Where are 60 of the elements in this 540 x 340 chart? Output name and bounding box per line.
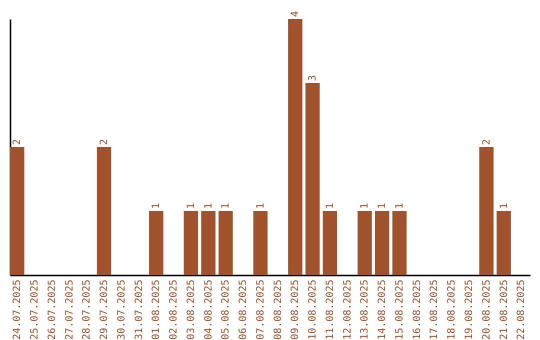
data-label: 1 — [151, 202, 162, 209]
data-label: 1 — [186, 202, 197, 209]
bar — [201, 211, 216, 275]
x-tick-label: 25.07.2025 — [30, 280, 41, 340]
data-label: 1 — [203, 202, 214, 209]
x-tick-label: 24.07.2025 — [12, 280, 24, 340]
x-tick-label: 16.08.2025 — [412, 280, 423, 340]
bar — [253, 211, 268, 275]
bar — [218, 211, 233, 275]
x-tick-label: 07.08.2025 — [255, 280, 266, 340]
x-tick-label: 30.07.2025 — [116, 280, 128, 340]
x-tick-label: 28.07.2025 — [82, 280, 93, 340]
x-tick-label: 04.08.2025 — [203, 280, 214, 340]
x-tick-label: 31.07.2025 — [134, 280, 145, 340]
bar — [288, 19, 302, 275]
x-tick-label: 09.08.2025 — [290, 280, 302, 340]
x-tick-label: 03.08.2025 — [186, 280, 197, 340]
data-label: 1 — [498, 202, 510, 209]
x-tick-label: 10.08.2025 — [308, 280, 319, 340]
bar — [374, 211, 390, 275]
x-tick-label: 20.08.2025 — [481, 280, 492, 340]
data-label: 1 — [394, 202, 406, 209]
data-label: 1 — [377, 202, 388, 209]
data-label: 1 — [255, 202, 266, 209]
x-tick-label: 21.08.2025 — [498, 280, 510, 340]
data-label: 2 — [12, 138, 24, 145]
data-label: 3 — [308, 74, 319, 81]
data-label: 1 — [220, 202, 232, 209]
x-tick-label: 01.08.2025 — [151, 280, 162, 340]
bar — [10, 147, 24, 275]
x-tick-label: 17.08.2025 — [429, 280, 440, 340]
data-label: 2 — [99, 138, 110, 145]
bar — [392, 211, 407, 275]
x-tick-label: 12.08.2025 — [342, 280, 354, 340]
x-tick-label: 14.08.2025 — [377, 280, 388, 340]
x-tick-label: 19.08.2025 — [464, 280, 475, 340]
x-tick-label: 29.07.2025 — [99, 280, 110, 340]
x-tick-label: 22.08.2025 — [516, 280, 528, 340]
x-tick-label: 13.08.2025 — [360, 280, 371, 340]
x-tick-label: 08.08.2025 — [272, 280, 284, 340]
bar — [322, 211, 338, 275]
x-tick-label: 02.08.2025 — [168, 280, 180, 340]
data-label: 1 — [324, 202, 336, 209]
bar — [149, 211, 164, 275]
bar — [96, 147, 112, 275]
x-tick-label: 18.08.2025 — [446, 280, 458, 340]
x-tick-label: 27.07.2025 — [64, 280, 76, 340]
data-label: 2 — [481, 138, 492, 145]
x-tick-label: 11.08.2025 — [324, 280, 336, 340]
bar — [496, 211, 511, 275]
data-label: 4 — [290, 10, 302, 17]
data-label: 1 — [360, 202, 371, 209]
bar — [305, 83, 320, 275]
x-tick-label: 15.08.2025 — [394, 280, 406, 340]
x-tick-label: 05.08.2025 — [220, 280, 232, 340]
bar — [479, 147, 494, 275]
x-tick-label: 26.07.2025 — [46, 280, 58, 340]
bar — [184, 211, 198, 275]
x-tick-label: 06.08.2025 — [238, 280, 250, 340]
bar — [358, 211, 372, 275]
